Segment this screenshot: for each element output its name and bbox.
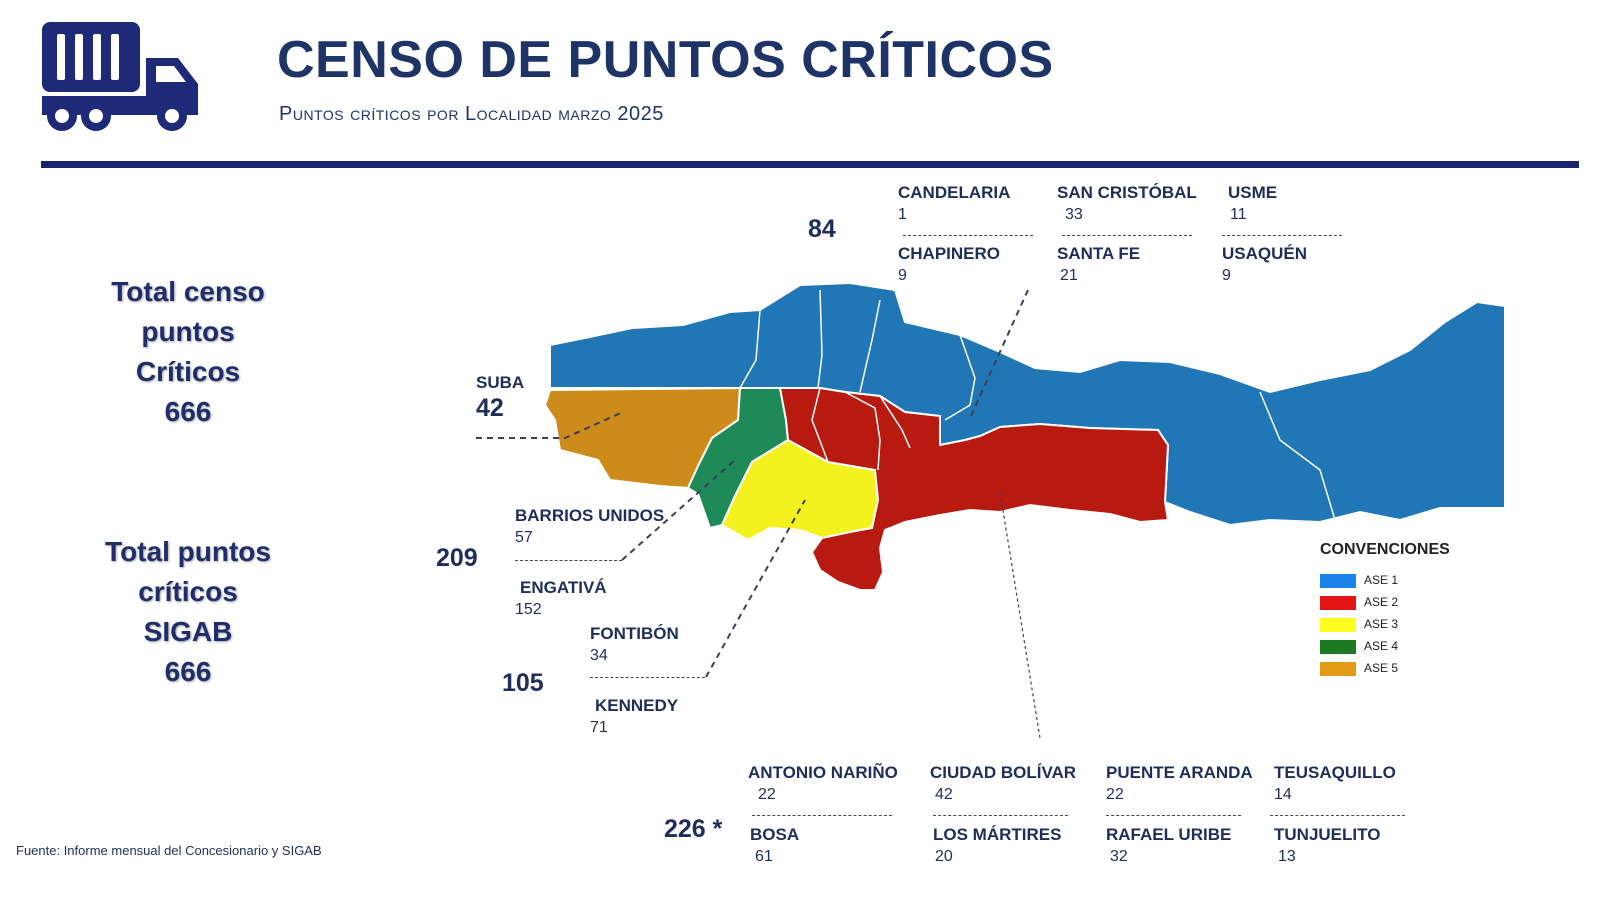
source-note: Fuente: Informe mensual del Concesionari… (16, 843, 322, 858)
total-sigab: Total puntos críticos SIGAB 666 (73, 532, 303, 692)
label-bosa: BOSA (750, 825, 800, 844)
legend-label: ASE 1 (1364, 573, 1399, 587)
value-barrios-unidos: 57 (515, 529, 533, 546)
header-divider (41, 161, 1579, 168)
label-ciudad-bolivar: CIUDAD BOLÍVAR (930, 763, 1077, 782)
page-title: CENSO DE PUNTOS CRÍTICOS (277, 31, 1054, 89)
label-san-cristobal: SAN CRISTÓBAL (1057, 183, 1197, 202)
legend-label: ASE 4 (1364, 639, 1399, 653)
group-total-ase1: 84 (808, 215, 836, 243)
value-engativa: 152 (515, 601, 542, 618)
value-rafael-uribe: 32 (1110, 848, 1128, 865)
map-boundaries (739, 289, 1336, 521)
value-tunjuelito: 13 (1278, 848, 1296, 865)
leader-line-ase2 (999, 491, 1041, 739)
value-chapinero: 9 (898, 267, 907, 284)
group-total-ase3: 105 (502, 669, 544, 697)
divider-ase1-2 (1062, 235, 1192, 236)
legend-swatch (1320, 640, 1356, 654)
legend-label: ASE 3 (1364, 617, 1399, 631)
total-censo-line-3: Críticos (135, 356, 241, 387)
label-antonio-narino: ANTONIO NARIÑO (748, 763, 898, 782)
legend-swatch (1320, 574, 1356, 588)
total-sigab-line-2: críticos (138, 576, 238, 607)
divider-ase1-3 (1222, 235, 1342, 236)
truck-icon (42, 22, 198, 131)
label-fontibon: FONTIBÓN (590, 624, 679, 643)
label-teusaquillo: TEUSAQUILLO (1274, 763, 1396, 782)
total-censo-line-1: Total censo (111, 276, 265, 307)
group-total-ase4: 209 (436, 544, 478, 572)
total-sigab-line-3: SIGAB (143, 616, 233, 647)
legend-swatch (1320, 618, 1356, 632)
value-santa-fe: 21 (1060, 267, 1078, 284)
value-fontibon: 34 (590, 647, 608, 664)
label-usme: USME (1228, 183, 1278, 202)
total-sigab-value: 666 (164, 656, 212, 687)
divider-ase4 (515, 560, 622, 561)
divider-ase2-3 (1106, 815, 1241, 816)
label-santa-fe: SANTA FE (1057, 244, 1141, 263)
leader-lines (476, 289, 1029, 678)
value-kennedy: 71 (590, 719, 608, 736)
legend-title: CONVENCIONES (1320, 541, 1450, 558)
divider-ase2-2 (933, 815, 1068, 816)
value-teusaquillo: 14 (1274, 786, 1292, 803)
label-barrios-unidos: BARRIOS UNIDOS (515, 506, 665, 525)
divider-ase1-1 (903, 235, 1033, 236)
value-ciudad-bolivar: 42 (935, 786, 953, 803)
total-censo: Total censo puntos Críticos 666 (73, 272, 303, 432)
divider-ase2-4 (1270, 815, 1405, 816)
label-rafael-uribe: RAFAEL URIBE (1106, 825, 1232, 844)
label-suba: SUBA (476, 373, 525, 392)
value-los-martires: 20 (935, 848, 953, 865)
legend-label: ASE 5 (1364, 661, 1399, 675)
label-los-martires: LOS MÁRTIRES (933, 825, 1062, 844)
value-san-cristobal: 33 (1065, 206, 1083, 223)
label-candelaria: CANDELARIA (898, 183, 1011, 202)
value-usme: 11 (1230, 206, 1247, 223)
value-suba: 42 (476, 394, 504, 422)
map-region-ase2 (778, 387, 1170, 591)
label-tunjuelito: TUNJUELITO (1274, 825, 1381, 844)
legend-swatch (1320, 596, 1356, 610)
page-subtitle: Puntos críticos por Localidad marzo 2025 (279, 103, 664, 125)
legend-label: ASE 2 (1364, 595, 1399, 609)
divider-ase3 (590, 677, 705, 678)
total-censo-line-2: puntos (141, 316, 235, 347)
label-chapinero: CHAPINERO (898, 244, 1001, 263)
divider-ase2-1 (752, 815, 892, 816)
value-bosa: 61 (755, 848, 773, 865)
group-total-ase2: 226 * (664, 815, 723, 843)
value-puente-aranda: 22 (1106, 786, 1124, 803)
label-usaquen: USAQUÉN (1222, 244, 1308, 263)
total-censo-value: 666 (164, 396, 212, 427)
label-engativa: ENGATIVÁ (520, 578, 607, 597)
value-antonio-narino: 22 (758, 786, 776, 803)
label-puente-aranda: PUENTE ARANDA (1106, 763, 1253, 782)
total-sigab-line-1: Total puntos (105, 536, 271, 567)
value-candelaria: 1 (898, 206, 907, 223)
value-usaquen: 9 (1222, 267, 1231, 284)
legend-swatch (1320, 662, 1356, 676)
label-kennedy: KENNEDY (595, 696, 679, 715)
